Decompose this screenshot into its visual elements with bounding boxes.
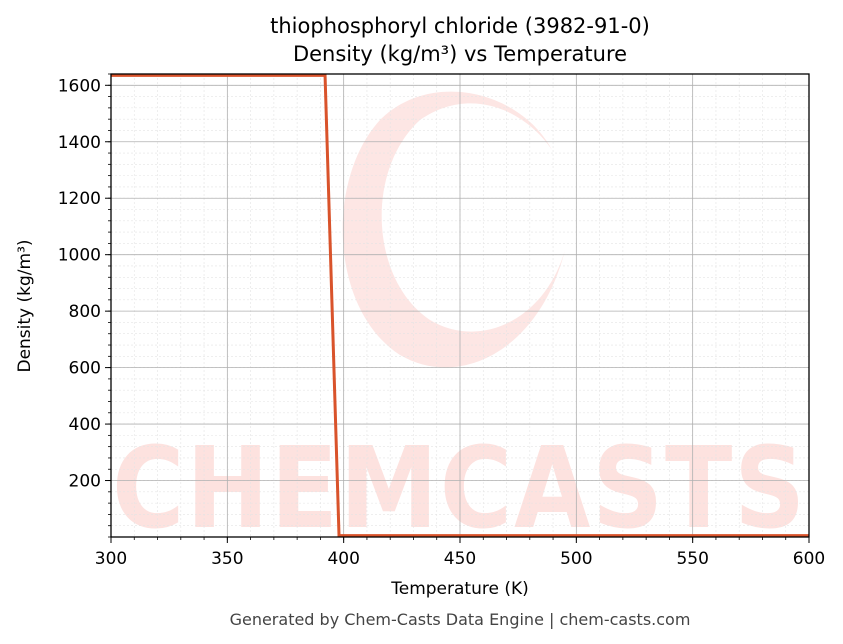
x-tick-label: 400 <box>327 549 359 569</box>
watermark-c-logo <box>342 91 565 368</box>
x-axis-label: Temperature (K) <box>390 579 529 599</box>
series-line <box>111 73 809 538</box>
watermark: CHEMCASTS <box>112 91 805 554</box>
x-tick-label: 550 <box>676 549 708 569</box>
x-tick-label: 350 <box>211 549 243 569</box>
y-tick-label: 400 <box>69 415 101 435</box>
axis-ticks: 300 350 400 450 500 550 600 200 400 600 800 1000 120… <box>58 73 825 569</box>
footer-credit: Generated by Chem-Casts Data Engine | ch… <box>230 610 691 629</box>
chart-title-line2: Density (kg/m³) vs Temperature <box>293 42 627 66</box>
series-layer <box>111 73 809 538</box>
x-tick-label: 450 <box>444 549 476 569</box>
chart-title-line1: thiophosphoryl chloride (3982-91-0) <box>270 14 650 38</box>
x-tick-label: 300 <box>95 549 127 569</box>
y-tick-label: 1200 <box>58 189 101 209</box>
y-tick-label: 1000 <box>58 246 101 266</box>
y-tick-label: 800 <box>69 302 101 322</box>
x-tick-label: 600 <box>793 549 825 569</box>
x-tick-label: 500 <box>560 549 592 569</box>
y-tick-label: 200 <box>69 472 101 492</box>
y-tick-label: 1400 <box>58 133 101 153</box>
y-tick-label: 600 <box>69 359 101 379</box>
y-tick-label: 1600 <box>58 76 101 96</box>
y-axis-label: Density (kg/m³) <box>15 239 35 372</box>
